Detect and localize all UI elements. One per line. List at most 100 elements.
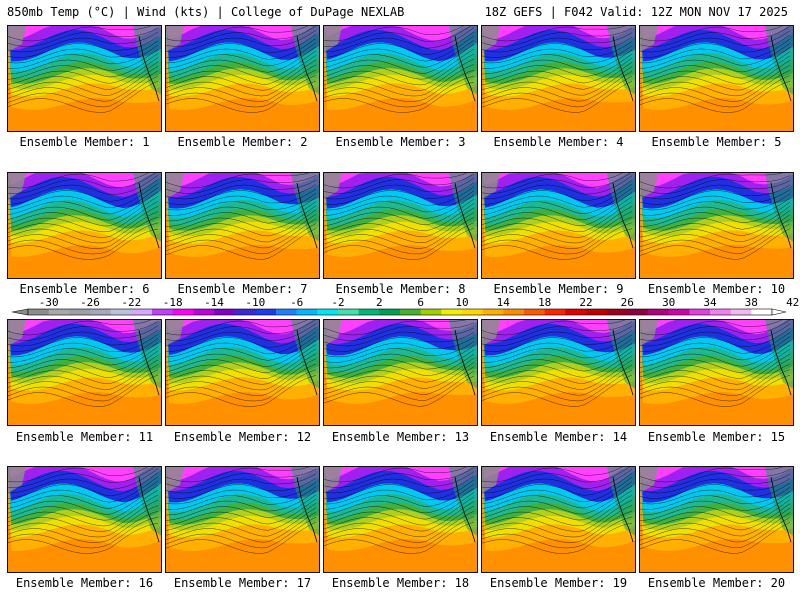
temperature-map (166, 26, 319, 131)
temperature-map (640, 173, 793, 278)
header-run-info: 18Z GEFS | F042 Valid: 12Z MON NOV 17 20… (484, 5, 788, 19)
temperature-map (324, 320, 477, 425)
ensemble-panel-6 (7, 172, 162, 279)
ensemble-member-label: Ensemble Member: 4 (493, 135, 624, 149)
temperature-map (324, 173, 477, 278)
colorbar-segment (710, 309, 731, 315)
colorbar-tick-label: -26 (80, 296, 100, 309)
temperature-map (640, 467, 793, 572)
colorbar-left-arrow (11, 308, 29, 316)
temperature-map (166, 467, 319, 572)
colorbar-tick-label: 10 (455, 296, 468, 309)
temperature-map (482, 320, 635, 425)
colorbar-segment (668, 309, 690, 315)
ensemble-panel-8 (323, 172, 478, 279)
ensemble-member-label: Ensemble Member: 6 (19, 282, 150, 296)
colorbar-tick-label: 6 (417, 296, 424, 309)
colorbar-segment (172, 309, 194, 315)
ensemble-member-label: Ensemble Member: 17 (173, 576, 312, 590)
colorbar-segment (648, 309, 669, 315)
temperature-map (8, 26, 161, 131)
colorbar-segment (565, 309, 587, 315)
colorbar-tick-label: -14 (204, 296, 224, 309)
colorbar-segment (214, 309, 235, 315)
temperature-map (166, 173, 319, 278)
colorbar-segment (296, 309, 318, 315)
ensemble-panel-20 (639, 466, 794, 573)
colorbar-tick-label: 22 (579, 296, 592, 309)
colorbar-tick-label: -10 (245, 296, 265, 309)
colorbar-segment (131, 309, 153, 315)
ensemble-member-label: Ensemble Member: 10 (647, 282, 786, 296)
colorbar-tick-label: -30 (39, 296, 59, 309)
ensemble-panel-9 (481, 172, 636, 279)
temperature-map (482, 467, 635, 572)
ensemble-panel-15 (639, 319, 794, 426)
colorbar-tick-label: 38 (745, 296, 758, 309)
colorbar-segment (276, 309, 297, 315)
colorbar-segment (90, 309, 111, 315)
temperature-map (8, 320, 161, 425)
colorbar-tick-label: 2 (376, 296, 383, 309)
colorbar-segment (420, 309, 442, 315)
colorbar-segment (234, 309, 256, 315)
ensemble-member-label: Ensemble Member: 3 (335, 135, 466, 149)
colorbar-segment (730, 309, 752, 315)
ensemble-panel-5 (639, 25, 794, 132)
colorbar-segment (606, 309, 628, 315)
temperature-map (482, 26, 635, 131)
temperature-map (640, 26, 793, 131)
colorbar-tick-label: 14 (497, 296, 511, 309)
colorbar-tick-label: -18 (163, 296, 183, 309)
ensemble-panel-13 (323, 319, 478, 426)
temperature-map (482, 173, 635, 278)
colorbar-right-arrow (771, 308, 787, 316)
colorbar-segment (69, 309, 91, 315)
colorbar-segment (358, 309, 380, 315)
colorbar-segment (524, 309, 545, 315)
ensemble-panel-10 (639, 172, 794, 279)
colorbar-tick-label: -22 (121, 296, 141, 309)
ensemble-panel-11 (7, 319, 162, 426)
colorbar-segment (152, 309, 173, 315)
colorbar-segment (689, 309, 711, 315)
colorbar-segment (338, 309, 359, 315)
ensemble-member-label: Ensemble Member: 19 (489, 576, 628, 590)
ensemble-panel-4 (481, 25, 636, 132)
ensemble-member-label: Ensemble Member: 15 (647, 430, 786, 444)
colorbar-segment (441, 309, 463, 315)
temperature-map (640, 320, 793, 425)
temperature-map (8, 173, 161, 278)
colorbar-segment (751, 309, 773, 315)
colorbar-segment (193, 309, 215, 315)
colorbar-segment (400, 309, 421, 315)
ensemble-panel-16 (7, 466, 162, 573)
colorbar-tick-label: 18 (538, 296, 551, 309)
ensemble-member-label: Ensemble Member: 11 (15, 430, 154, 444)
header-title: 850mb Temp (°C) | Wind (kts) | College o… (7, 5, 405, 19)
ensemble-panel-14 (481, 319, 636, 426)
ensemble-member-label: Ensemble Member: 20 (647, 576, 786, 590)
colorbar-segment (586, 309, 607, 315)
colorbar-tick-label: 34 (703, 296, 717, 309)
colorbar-segment (110, 309, 132, 315)
ensemble-member-label: Ensemble Member: 1 (19, 135, 150, 149)
ensemble-panel-3 (323, 25, 478, 132)
colorbar-segment (482, 309, 504, 315)
ensemble-member-label: Ensemble Member: 2 (177, 135, 308, 149)
ensemble-panel-19 (481, 466, 636, 573)
colorbar-segment (48, 309, 70, 315)
ensemble-member-label: Ensemble Member: 8 (335, 282, 466, 296)
colorbar-segment (503, 309, 525, 315)
temperature-map (166, 320, 319, 425)
temperature-map (324, 467, 477, 572)
ensemble-panel-18 (323, 466, 478, 573)
ensemble-member-label: Ensemble Member: 16 (15, 576, 154, 590)
colorbar-tick-label: -2 (331, 296, 344, 309)
ensemble-member-label: Ensemble Member: 9 (493, 282, 624, 296)
ensemble-panel-7 (165, 172, 320, 279)
colorbar-segment (379, 309, 401, 315)
colorbar-tick-label: 30 (662, 296, 675, 309)
ensemble-member-label: Ensemble Member: 12 (173, 430, 312, 444)
colorbar-graphic: -30 -26 -22 -18 -14 -10 -6 -2 2 6 10 14 18 22 26 30 34 38… (11, 296, 799, 316)
